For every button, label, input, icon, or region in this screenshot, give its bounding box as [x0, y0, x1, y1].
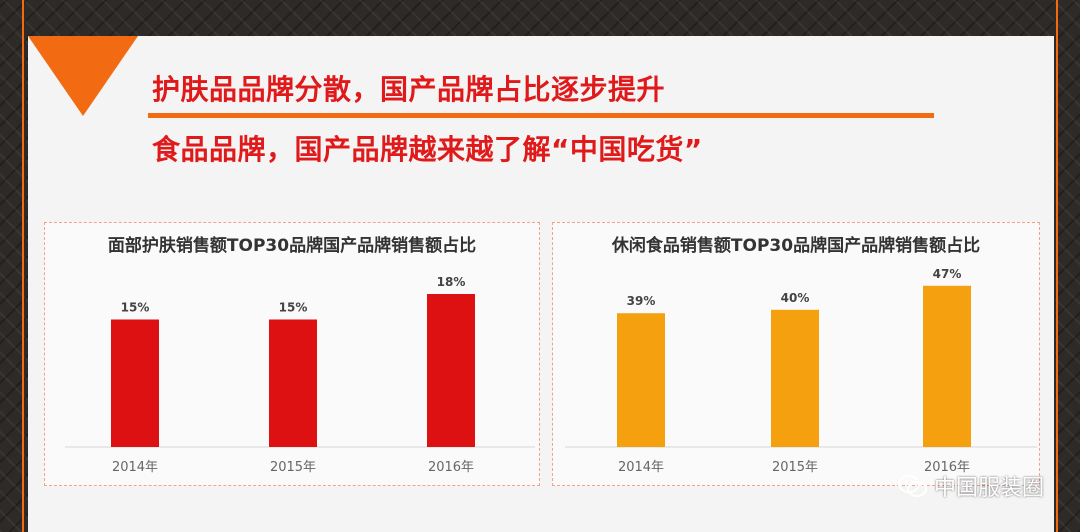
x-tick-label-0: 2014年: [618, 460, 664, 475]
headline-divider: [148, 113, 934, 118]
bar-2: [923, 285, 971, 447]
x-tick-label-0: 2014年: [112, 460, 158, 475]
skincare-chart-card: 面部护肤销售额TOP30品牌国产品牌销售额占比 15% 2014年 15% 2015年…: [44, 222, 540, 486]
frame-accent-line-right: [1056, 0, 1058, 532]
wechat-icon: [897, 475, 927, 497]
corner-triangle-decoration: [28, 36, 138, 116]
data-label-1: 15%: [279, 301, 308, 315]
data-label-0: 15%: [121, 301, 150, 315]
data-label-1: 40%: [781, 291, 810, 305]
bar-1: [269, 319, 317, 447]
x-tick-label-2: 2016年: [428, 460, 474, 475]
frame-accent-line-left: [22, 0, 24, 532]
x-tick-label-1: 2015年: [772, 460, 818, 475]
watermark-text: 中国服装圈: [933, 476, 1044, 501]
skincare-bar-chart: 15% 2014年 15% 2015年 18% 2016年: [65, 275, 535, 475]
data-label-0: 39%: [627, 294, 656, 308]
headline-skincare: 护肤品品牌分散，国产品牌占比逐步提升: [152, 73, 666, 106]
chart-title: 面部护肤销售额TOP30品牌国产品牌销售额占比: [107, 236, 477, 256]
bar-0: [617, 313, 665, 447]
bar-1: [771, 309, 819, 447]
x-tick-label-2: 2016年: [924, 460, 970, 475]
data-label-2: 18%: [437, 275, 466, 289]
bar-0: [111, 319, 159, 447]
chart-title: 休闲食品销售额TOP30品牌国产品牌销售额占比: [611, 236, 981, 256]
snack-chart-card: 休闲食品销售额TOP30品牌国产品牌销售额占比 39% 2014年 40% 2015年…: [552, 222, 1040, 486]
x-tick-label-1: 2015年: [270, 460, 316, 475]
watermark: 中国服装圈: [897, 470, 1044, 502]
data-label-2: 47%: [933, 267, 962, 281]
snack-bar-chart: 39% 2014年 40% 2015年 47% 2016年: [565, 267, 1037, 475]
headline-food: 食品品牌，国产品牌越来越了解“中国吃货”: [152, 133, 703, 166]
bar-2: [427, 294, 475, 447]
